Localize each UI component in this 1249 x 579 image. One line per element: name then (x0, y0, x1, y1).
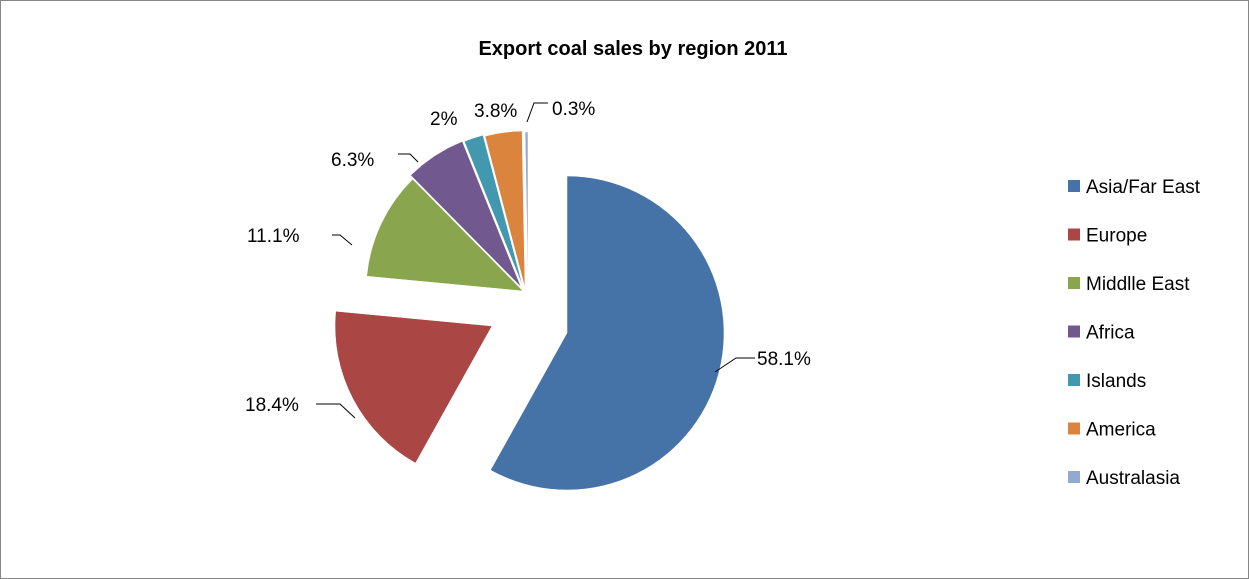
pie-slice-middlle-east (366, 178, 524, 292)
data-label: 3.8% (474, 101, 517, 122)
leader-line (398, 153, 419, 163)
pie-slice-africa (410, 141, 522, 288)
legend-swatch (1068, 277, 1080, 289)
pie-slice-asia-far-east (490, 175, 725, 491)
pie-slices (334, 130, 725, 491)
legend-label: America (1086, 420, 1156, 441)
legend-swatch (1068, 471, 1080, 483)
data-label: 11.1% (247, 226, 300, 247)
data-labels: 58.1% 18.4% 11.1% 6.3% 2% 3.8% 0.3% (245, 99, 811, 416)
leader-lines (316, 102, 755, 419)
pie-slice-australasia (524, 131, 529, 290)
legend-swatch (1068, 325, 1080, 338)
legend-label: Middlle East (1086, 274, 1190, 295)
leader-line (332, 234, 353, 246)
legend-label: Africa (1086, 323, 1135, 344)
leader-line (526, 102, 548, 123)
chart-title: Export coal sales by region 2011 (478, 38, 787, 60)
legend-swatch (1068, 228, 1080, 241)
legend-swatch (1068, 422, 1080, 435)
legend-swatch (1068, 180, 1080, 192)
data-label: 18.4% (245, 395, 299, 416)
pie-slice-europe (334, 310, 493, 464)
data-label: 2% (430, 109, 458, 130)
pie-slice-america (484, 130, 526, 289)
data-label: 58.1% (757, 349, 811, 370)
leader-line (714, 357, 755, 373)
data-label: 0.3% (552, 99, 595, 120)
legend-label: Australasia (1086, 468, 1180, 489)
legend: Asia/Far East Europe Middlle East Africa Isl… (1068, 177, 1201, 489)
data-label: 6.3% (331, 150, 374, 171)
legend-label: Islands (1086, 371, 1146, 392)
legend-label: Europe (1086, 226, 1147, 247)
leader-line (316, 403, 356, 419)
legend-label: Asia/Far East (1086, 177, 1201, 198)
pie-slice-islands (463, 134, 524, 288)
legend-swatch (1068, 374, 1080, 386)
